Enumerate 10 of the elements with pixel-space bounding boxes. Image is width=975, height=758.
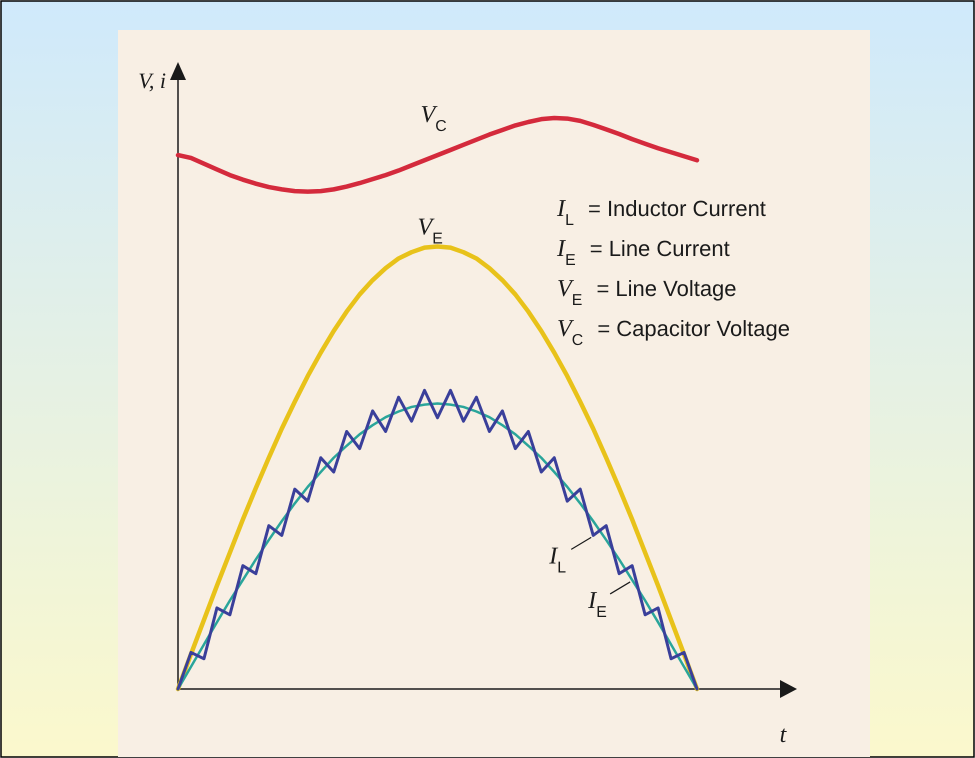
- x-axis-title: t: [780, 722, 788, 748]
- annotation: V$_{E}$ = Line Voltage: [557, 275, 737, 308]
- series-label: I$_{L}$: [548, 542, 566, 576]
- series-label: I$_{E}$: [587, 586, 607, 620]
- annotation: I$_{L}$ = Inductor Current: [556, 195, 766, 228]
- y-axis-title: V, i: [138, 68, 166, 93]
- series-label: V$_{C}$: [420, 100, 447, 134]
- annotation: V$_{C}$ = Capacitor Voltage: [557, 315, 790, 348]
- series-label: V$_{E}$: [418, 213, 443, 247]
- annotation: I$_{E}$ = Line Current: [556, 235, 730, 268]
